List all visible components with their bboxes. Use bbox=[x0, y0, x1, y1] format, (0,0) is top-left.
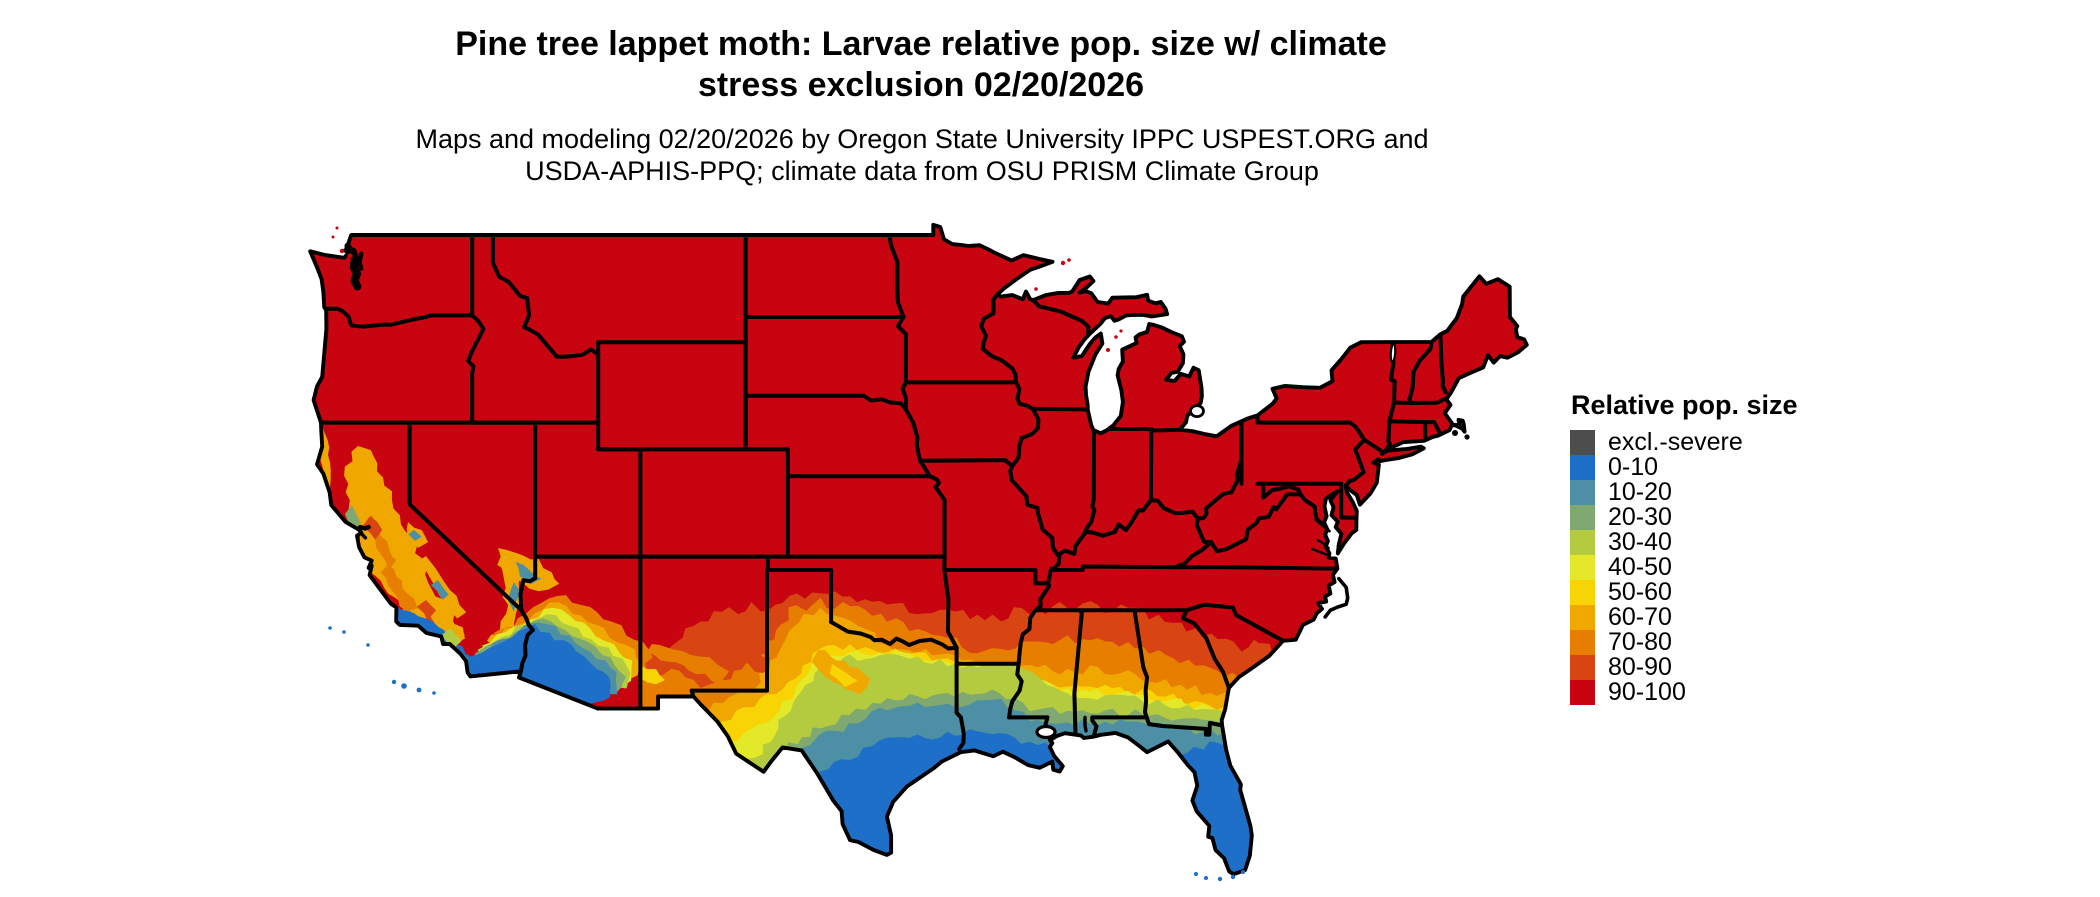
svg-text:Relative pop. size: Relative pop. size bbox=[1571, 390, 1798, 420]
svg-text:50-60: 50-60 bbox=[1608, 578, 1672, 606]
svg-text:40-50: 40-50 bbox=[1608, 553, 1672, 581]
svg-text:USDA-APHIS-PPQ; climate data f: USDA-APHIS-PPQ; climate data from OSU PR… bbox=[525, 156, 1319, 186]
svg-text:80-90: 80-90 bbox=[1608, 653, 1672, 681]
svg-text:30-40: 30-40 bbox=[1608, 528, 1672, 556]
svg-text:10-20: 10-20 bbox=[1608, 478, 1672, 506]
svg-text:Maps and modeling 02/20/2026 b: Maps and modeling 02/20/2026 by Oregon S… bbox=[415, 124, 1428, 154]
svg-text:Pine tree lappet moth: Larvae: Pine tree lappet moth: Larvae relative p… bbox=[455, 25, 1387, 63]
svg-text:20-30: 20-30 bbox=[1608, 503, 1672, 531]
svg-text:0-10: 0-10 bbox=[1608, 453, 1658, 481]
svg-text:70-80: 70-80 bbox=[1608, 628, 1672, 656]
svg-text:stress exclusion 02/20/2026: stress exclusion 02/20/2026 bbox=[698, 66, 1144, 104]
svg-text:90-100: 90-100 bbox=[1608, 678, 1686, 706]
svg-text:60-70: 60-70 bbox=[1608, 603, 1672, 631]
svg-text:excl.-severe: excl.-severe bbox=[1608, 428, 1743, 456]
